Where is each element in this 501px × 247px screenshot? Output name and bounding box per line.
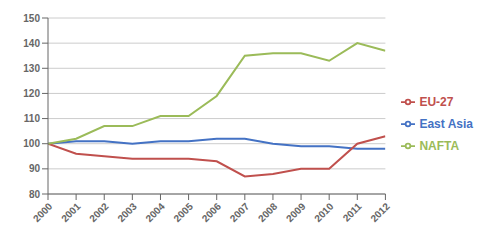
html-text:East Asia: East Asia (419, 116, 473, 131)
svg-text:90: 90 (29, 163, 41, 174)
svg-text:2011: 2011 (341, 200, 364, 223)
svg-text:2012: 2012 (368, 200, 392, 224)
svg-text:2007: 2007 (228, 200, 252, 224)
svg-text:120: 120 (23, 88, 40, 99)
svg-text:130: 130 (23, 63, 40, 74)
svg-text:2010: 2010 (312, 200, 336, 224)
svg-text:2000: 2000 (31, 200, 55, 224)
svg-text:2004: 2004 (143, 200, 167, 224)
svg-text:2005: 2005 (172, 200, 196, 224)
svg-text:100: 100 (23, 138, 40, 149)
svg-text:2008: 2008 (256, 200, 280, 224)
svg-text:110: 110 (24, 113, 41, 124)
svg-text:80: 80 (29, 189, 41, 200)
svg-text:2003: 2003 (115, 200, 139, 224)
svg-text:150: 150 (23, 13, 40, 24)
svg-text:2001: 2001 (59, 200, 83, 224)
html-text:NAFTA: NAFTA (419, 138, 460, 153)
svg-text:2006: 2006 (200, 200, 224, 224)
svg-text:140: 140 (23, 38, 40, 49)
svg-text:2009: 2009 (284, 200, 308, 224)
html-text:EU-27: EU-27 (419, 94, 454, 109)
svg-text:2002: 2002 (87, 200, 111, 224)
